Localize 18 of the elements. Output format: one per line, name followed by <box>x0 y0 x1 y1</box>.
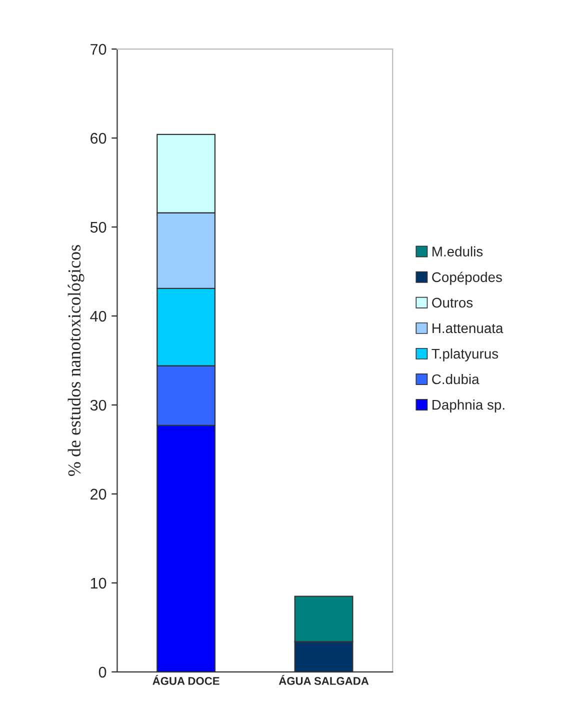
legend-label: Copépodes <box>432 272 502 285</box>
y-tick-label: 30 <box>90 400 106 411</box>
legend-label: Outros <box>432 298 473 308</box>
legend-label: Daphnia sp. <box>432 400 504 412</box>
y-tick-label: 0 <box>98 666 106 678</box>
y-axis-title: % de estudos nanotoxicológicos <box>68 245 84 476</box>
y-tick-label: 10 <box>90 578 106 589</box>
x-tick-label: ÁGUA DOCE <box>152 674 220 685</box>
legend-label: H.attenuata <box>432 323 504 334</box>
y-tick-label: 50 <box>90 222 106 233</box>
x-tick-label: ÁGUA SALGADA <box>278 674 369 685</box>
legend-label: T.platyurus <box>432 348 498 362</box>
legend-label: C.dubia <box>432 374 480 384</box>
legend-label: M.edulis <box>432 246 483 256</box>
y-tick-label: 70 <box>90 44 106 55</box>
y-tick-label: 20 <box>90 488 106 500</box>
y-tick-label: 60 <box>90 132 106 144</box>
y-tick-label: 40 <box>90 310 106 322</box>
